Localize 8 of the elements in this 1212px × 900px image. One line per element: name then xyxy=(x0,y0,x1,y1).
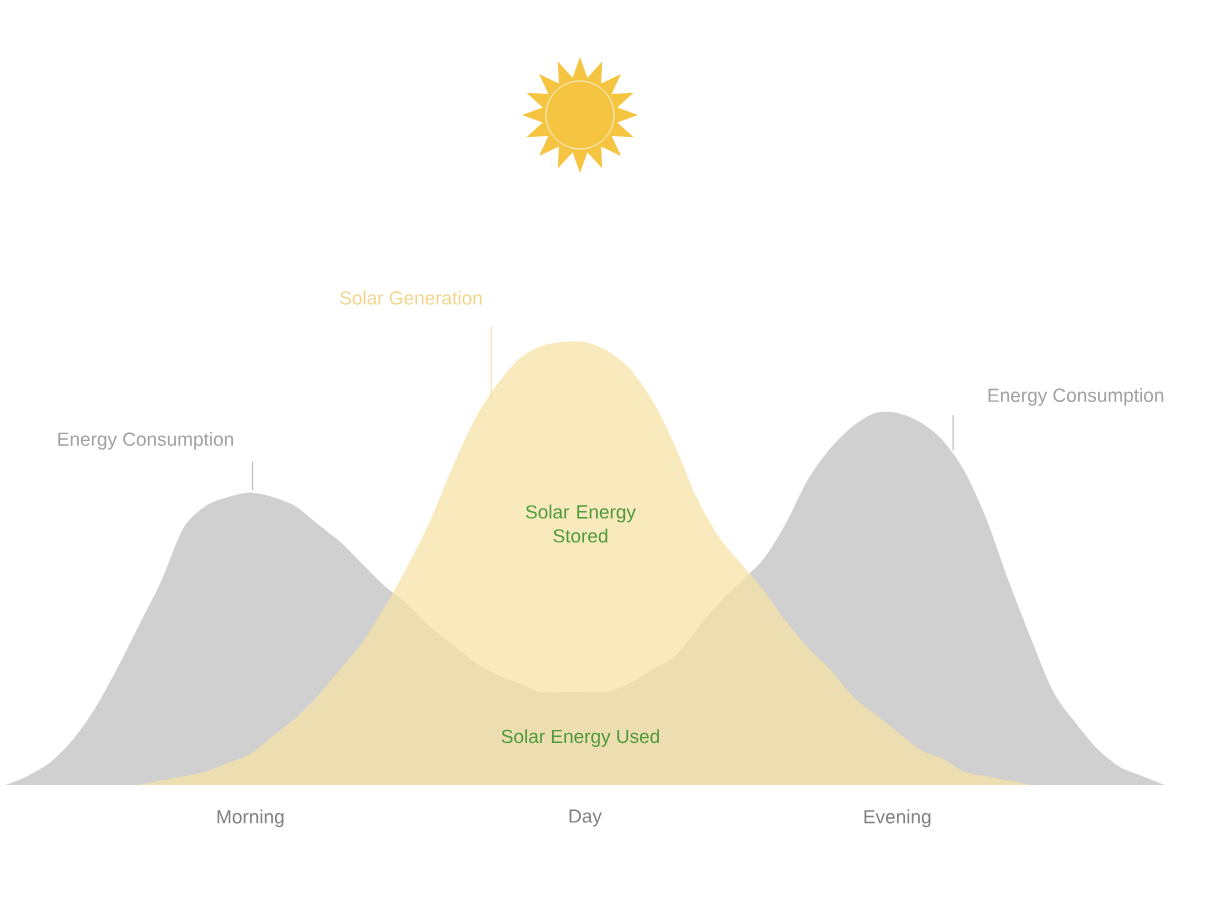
annotation: Energy Consumption xyxy=(988,388,1164,406)
annotation: Solar Energy Stored xyxy=(525,504,636,543)
text: Solar Generation xyxy=(340,290,482,305)
x-tick-label: Day xyxy=(569,809,602,827)
x-tick-label: Evening xyxy=(864,809,931,828)
text: Energy Consumption xyxy=(58,431,233,450)
x-tick-label: Morning xyxy=(217,809,284,828)
annotation: Solar Energy Used xyxy=(501,729,659,747)
